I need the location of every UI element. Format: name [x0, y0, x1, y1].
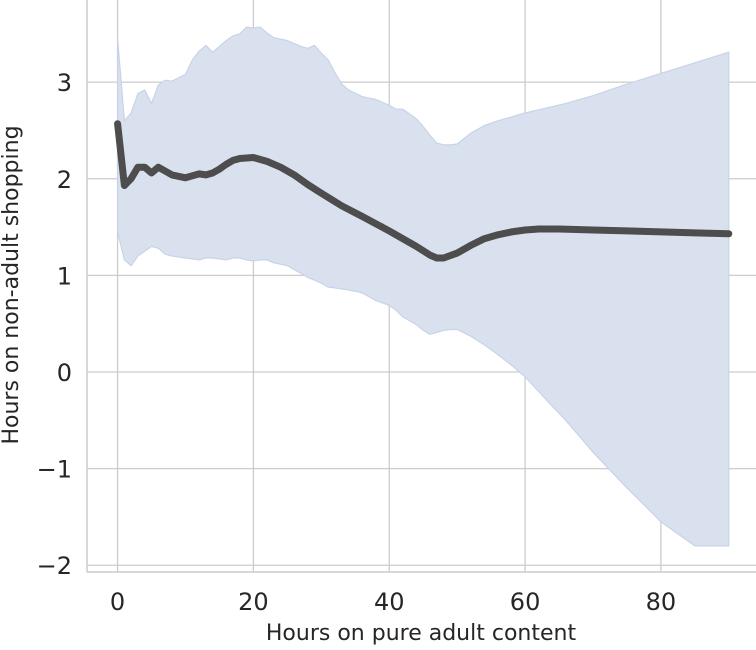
x-tick-label: 20 — [238, 588, 269, 616]
x-tick-label: 60 — [510, 588, 541, 616]
axes-spines — [86, 0, 756, 573]
x-axis-label: Hours on pure adult content — [266, 621, 577, 645]
x-tick-label: 80 — [646, 588, 677, 616]
tick-labels: 0 20 40 60 80 −2 −1 0 1 2 3 — [37, 69, 677, 616]
series-line — [114, 120, 733, 262]
y-axis-label: Hours on non-adult shopping — [0, 125, 24, 444]
series-line-layer — [114, 120, 733, 262]
y-tick-label: 1 — [57, 262, 72, 290]
y-tick-label: 2 — [57, 166, 72, 194]
confidence-band-layer — [117, 26, 730, 547]
y-tick-label: −1 — [37, 456, 72, 484]
x-tick-label: 0 — [110, 588, 125, 616]
x-tick-label: 40 — [374, 588, 405, 616]
y-tick-label: 0 — [57, 359, 72, 387]
confidence-band — [117, 26, 730, 547]
y-tick-label: −2 — [37, 552, 72, 580]
y-tick-label: 3 — [57, 69, 72, 97]
